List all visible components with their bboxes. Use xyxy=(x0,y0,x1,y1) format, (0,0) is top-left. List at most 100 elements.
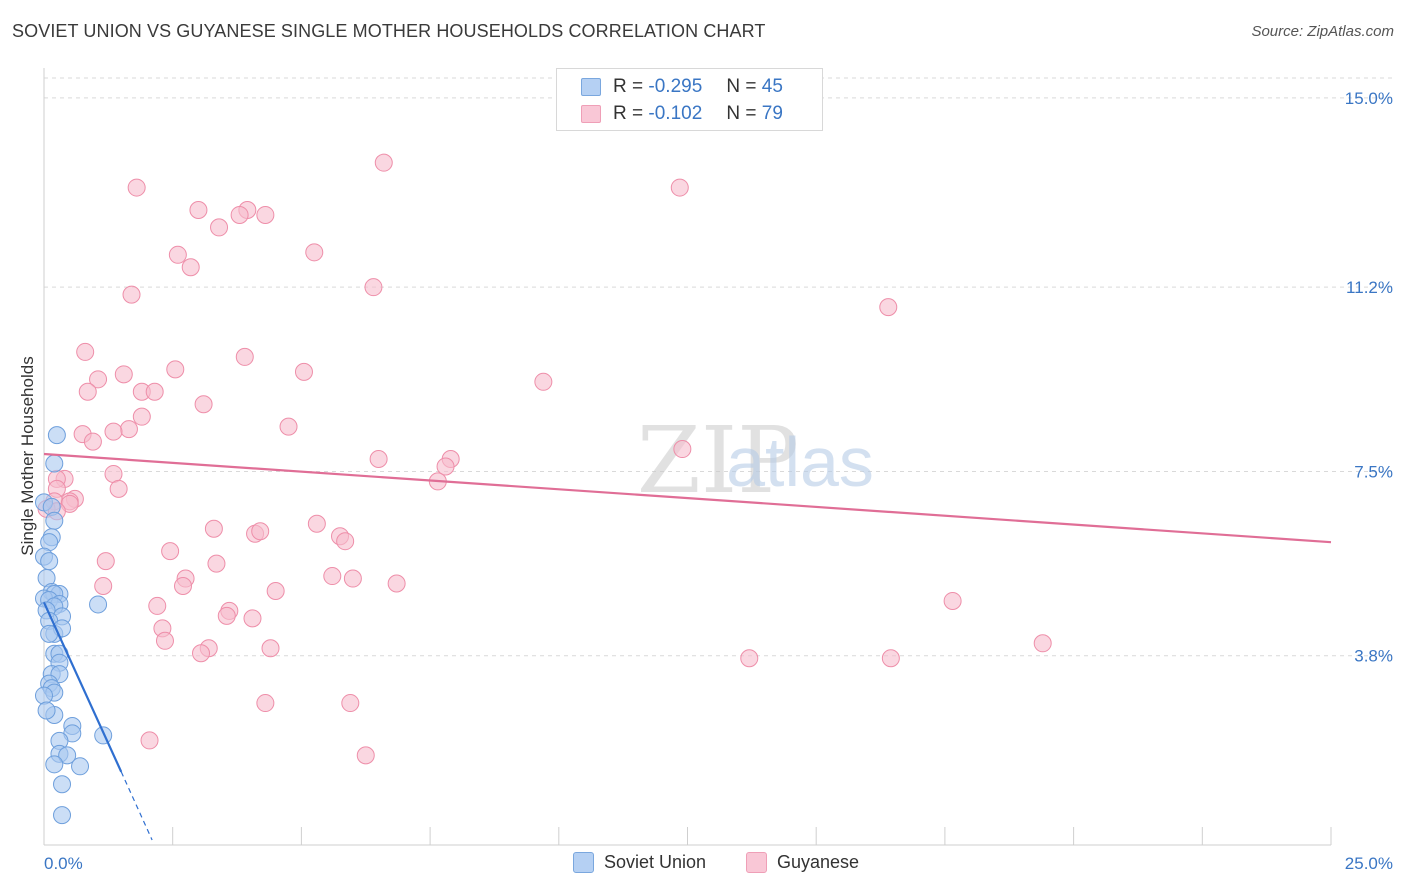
guyanese-point xyxy=(78,382,97,401)
legend-r-label: R = xyxy=(613,103,644,124)
legend-item-guyanese[interactable]: Guyanese xyxy=(746,852,859,873)
guyanese-point xyxy=(168,245,187,264)
legend-label-guyanese: Guyanese xyxy=(777,852,860,872)
guyanese-point xyxy=(243,609,262,628)
soviet-union-point xyxy=(37,701,56,720)
guyanese-point xyxy=(323,567,342,586)
guyanese-point xyxy=(204,519,223,538)
legend-label-soviet-union: Soviet Union xyxy=(604,852,707,872)
soviet-union-trend-line xyxy=(42,601,123,773)
guyanese-point xyxy=(194,395,213,414)
soviet-union-point xyxy=(53,775,72,794)
soviet-union-point xyxy=(40,552,59,571)
guyanese-point xyxy=(127,178,146,197)
guyanese-point xyxy=(343,569,362,588)
guyanese-point xyxy=(534,372,553,391)
legend-n-label: N = xyxy=(726,103,757,124)
x-tick-label: 0.0% xyxy=(44,854,83,873)
guyanese-point xyxy=(261,639,280,658)
guyanese-point xyxy=(336,532,355,551)
guyanese-point xyxy=(132,407,151,426)
guyanese-point xyxy=(251,522,270,541)
legend-item-soviet-union[interactable]: Soviet Union xyxy=(573,852,706,873)
guyanese-swatch-icon xyxy=(581,105,601,123)
guyanese-point xyxy=(104,422,123,441)
soviet-union-point xyxy=(45,511,64,530)
guyanese-point xyxy=(305,243,324,262)
guyanese-point xyxy=(279,417,298,436)
legend-row-soviet: R = -0.295 N = 45 xyxy=(581,74,783,100)
guyanese-point xyxy=(436,457,455,476)
legend-n-label: N = xyxy=(726,76,757,97)
guyanese-point xyxy=(76,342,95,361)
legend-r-value: -0.102 xyxy=(648,103,703,124)
guyanese-point xyxy=(96,552,115,571)
trend-lines xyxy=(42,452,1332,841)
guyanese-point xyxy=(294,362,313,381)
guyanese-point xyxy=(109,479,128,498)
legend-n-value: 79 xyxy=(761,103,783,124)
guyanese-point xyxy=(374,153,393,172)
guyanese-point xyxy=(256,205,275,224)
y-tick-label: 11.2% xyxy=(1346,278,1393,297)
soviet-union-swatch-icon xyxy=(573,852,594,873)
legend-r-label: R = xyxy=(613,76,644,97)
soviet-union-point xyxy=(35,686,53,705)
guyanese-point xyxy=(161,542,180,561)
guyanese-point xyxy=(387,574,406,593)
guyanese-point xyxy=(104,464,123,483)
soviet-union-point xyxy=(94,726,113,745)
soviet-union-point xyxy=(71,757,90,776)
guyanese-point xyxy=(207,554,226,573)
guyanese-trend-line xyxy=(43,452,1332,544)
guyanese-point xyxy=(192,644,211,663)
guyanese-point xyxy=(83,432,102,451)
soviet-swatch-icon xyxy=(581,78,601,96)
guyanese-point xyxy=(879,298,898,317)
guyanese-point xyxy=(140,731,159,750)
y-tick-label: 15.0% xyxy=(1345,89,1393,108)
series-legend: Soviet Union Guyanese xyxy=(0,852,1406,876)
soviet-union-point xyxy=(89,595,108,614)
guyanese-point xyxy=(122,285,141,304)
guyanese-point xyxy=(89,370,108,389)
soviet-union-point xyxy=(47,426,66,445)
soviet-union-point xyxy=(45,454,64,473)
watermark-atlas: atlas xyxy=(726,423,874,501)
soviet-union-trend-extension xyxy=(120,771,153,841)
guyanese-point xyxy=(94,577,113,596)
legend-row-guyanese: R = -0.102 N = 79 xyxy=(581,101,783,127)
guyanese-point xyxy=(1033,634,1052,653)
guyanese-point xyxy=(364,278,383,297)
y-tick-label: 3.8% xyxy=(1354,647,1393,666)
soviet-union-point xyxy=(53,806,72,825)
tick-labels: 3.8% 7.5% 11.2% 15.0% 0.0% 25.0% xyxy=(44,89,1393,873)
grid-lines xyxy=(44,77,1393,657)
guyanese-point xyxy=(670,178,689,197)
guyanese-point xyxy=(673,440,692,459)
guyanese-point xyxy=(256,694,275,713)
guyanese-point xyxy=(307,514,326,533)
guyanese-point xyxy=(181,258,200,277)
guyanese-point xyxy=(235,347,254,366)
guyanese-point xyxy=(155,631,174,650)
guyanese-point xyxy=(266,581,285,600)
legend-r-value: -0.295 xyxy=(648,76,703,97)
guyanese-point xyxy=(210,218,229,237)
guyanese-point xyxy=(114,365,133,384)
guyanese-point xyxy=(119,420,138,439)
chart-title: SOVIET UNION VS GUYANESE SINGLE MOTHER H… xyxy=(12,21,766,41)
guyanese-point xyxy=(145,382,164,401)
guyanese-point xyxy=(369,450,388,469)
guyanese-point xyxy=(189,200,208,219)
guyanese-point xyxy=(881,649,900,668)
guyanese-point xyxy=(740,649,759,668)
guyanese-point xyxy=(341,694,360,713)
guyanese-point xyxy=(217,606,236,625)
guyanese-point xyxy=(173,577,192,596)
source-label: Source: ZipAtlas.com xyxy=(1251,23,1394,40)
guyanese-point xyxy=(166,360,185,379)
x-tick-label: 25.0% xyxy=(1345,854,1393,873)
correlation-legend: R = -0.295 N = 45 R = -0.102 N = 79 xyxy=(556,68,823,131)
